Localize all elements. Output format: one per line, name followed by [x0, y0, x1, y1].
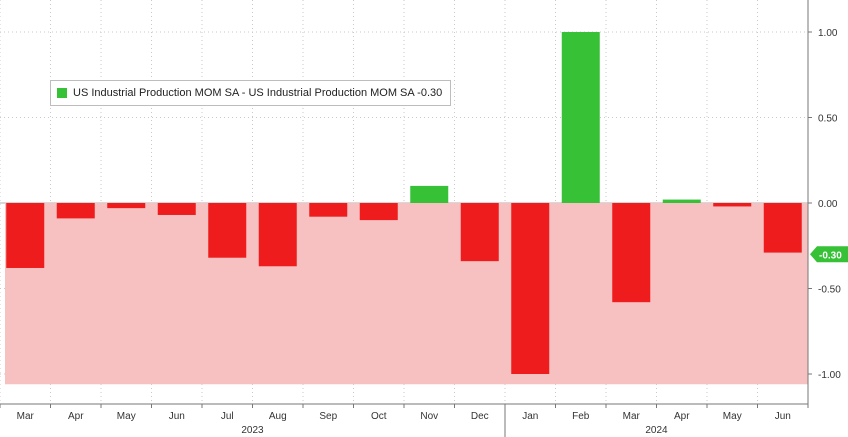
- bar-dec-9: [460, 203, 499, 262]
- x-tick-label: Jul: [221, 411, 234, 422]
- bar-feb-11: [561, 32, 600, 203]
- bar-oct-7: [359, 203, 398, 221]
- x-tick-label: Feb: [572, 411, 590, 422]
- bars-group: [6, 32, 802, 374]
- bar-sep-6: [309, 203, 348, 217]
- x-tick-label: Jun: [775, 411, 791, 422]
- x-tick-label: Dec: [471, 411, 489, 422]
- bar-jan-10: [511, 203, 550, 374]
- x-tick-label: Apr: [68, 411, 84, 422]
- x-tick-label: Oct: [371, 411, 387, 422]
- x-tick-label: Aug: [269, 411, 287, 422]
- x-tick-label: Mar: [17, 411, 35, 422]
- bar-mar-12: [612, 203, 651, 303]
- x-tick-label: May: [117, 411, 136, 422]
- bar-apr-13: [662, 199, 701, 203]
- bar-apr-1: [56, 203, 95, 219]
- x-tick-label: Jan: [522, 411, 538, 422]
- legend: US Industrial Production MOM SA - US Ind…: [50, 80, 452, 106]
- legend-swatch: [57, 88, 67, 98]
- bar-may-2: [107, 203, 146, 209]
- x-tick-label: Sep: [319, 411, 337, 422]
- bar-jul-4: [208, 203, 247, 258]
- y-tick-label: -0.50: [818, 285, 841, 296]
- last-value-label: -0.30: [819, 250, 842, 261]
- last-value-badge: [810, 246, 848, 263]
- negative-area-shade: [5, 203, 808, 385]
- year-label: 2024: [645, 425, 668, 436]
- x-tick-label: Apr: [674, 411, 690, 422]
- x-tick-label: Nov: [420, 411, 438, 422]
- bar-mar-0: [6, 203, 45, 268]
- y-tick-label: 0.00: [818, 199, 838, 210]
- x-axis: Mar Apr May Jun Jul Aug Sep Oct Nov Dec Jan Feb Mar A…: [0, 403, 809, 437]
- x-tick-label: Mar: [623, 411, 641, 422]
- bar-jun-15: [763, 203, 802, 253]
- y-tick-label: 1.00: [818, 28, 838, 39]
- x-tick-label: May: [723, 411, 742, 422]
- x-tick-label: Jun: [169, 411, 185, 422]
- y-axis: 1.00 0.50 0.00 -0.50 -1.00 -0.30: [807, 0, 848, 404]
- legend-label: US Industrial Production MOM SA - US Ind…: [73, 87, 443, 99]
- bar-nov-8: [410, 185, 449, 203]
- year-label: 2023: [241, 425, 264, 436]
- y-tick-label: -1.00: [818, 370, 841, 381]
- bar-aug-5: [258, 203, 297, 267]
- bar-jun-3: [157, 203, 196, 215]
- y-tick-label: 0.50: [818, 114, 838, 125]
- bar-may-14: [713, 203, 752, 207]
